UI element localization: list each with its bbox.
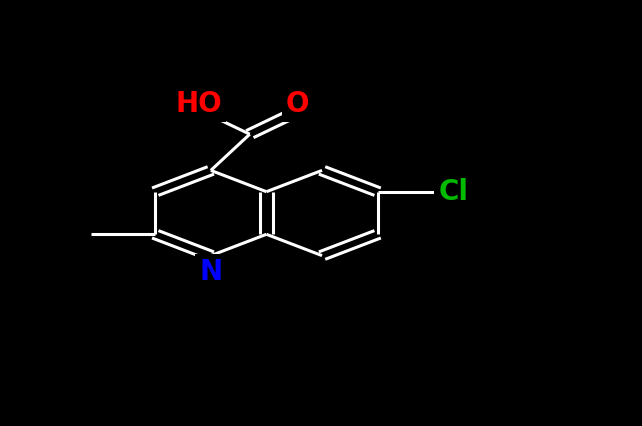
Text: HO: HO (175, 89, 222, 118)
Text: Cl: Cl (438, 178, 469, 206)
Text: N: N (199, 258, 222, 286)
Text: O: O (286, 89, 309, 118)
